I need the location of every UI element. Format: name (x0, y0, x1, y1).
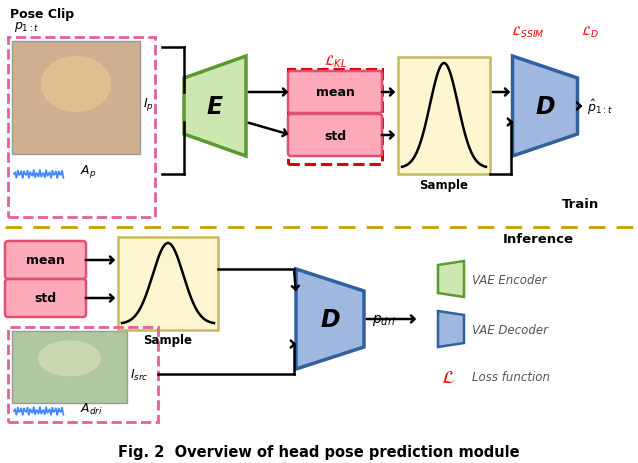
Text: $I_p$: $I_p$ (143, 95, 154, 113)
Text: $\boldsymbol{D}$: $\boldsymbol{D}$ (535, 95, 555, 119)
Text: $\hat{p}_{1:t}$: $\hat{p}_{1:t}$ (587, 97, 612, 116)
Text: VAE Encoder: VAE Encoder (472, 273, 547, 286)
Bar (12, 42, 140, 155)
FancyBboxPatch shape (5, 242, 86, 279)
Text: mean: mean (26, 254, 65, 267)
Text: std: std (324, 129, 346, 142)
Text: $\mathcal{L}$: $\mathcal{L}$ (441, 368, 455, 386)
FancyBboxPatch shape (288, 72, 382, 114)
Polygon shape (296, 269, 364, 369)
Text: $\boldsymbol{D}$: $\boldsymbol{D}$ (320, 307, 340, 332)
FancyBboxPatch shape (288, 115, 382, 156)
Text: Sample: Sample (144, 334, 193, 347)
Text: $\mathcal{L}_{D}$: $\mathcal{L}_{D}$ (581, 25, 599, 39)
Polygon shape (438, 311, 464, 347)
Ellipse shape (41, 56, 111, 113)
Polygon shape (512, 57, 577, 156)
Text: $\boldsymbol{E}$: $\boldsymbol{E}$ (206, 95, 224, 119)
Text: Sample: Sample (420, 178, 468, 191)
Text: Pose Clip: Pose Clip (10, 8, 74, 21)
Polygon shape (184, 57, 246, 156)
Text: mean: mean (316, 86, 355, 99)
Text: $\mathcal{L}_{SSIM}$: $\mathcal{L}_{SSIM}$ (511, 25, 545, 39)
Bar (398, 58, 490, 175)
Text: Loss function: Loss function (472, 371, 550, 384)
Polygon shape (438, 262, 464, 297)
Bar (118, 238, 218, 330)
Text: std: std (34, 292, 57, 305)
Text: $A_{dri}$: $A_{dri}$ (80, 400, 103, 416)
Text: $\mathcal{L}_{KL}$: $\mathcal{L}_{KL}$ (323, 54, 346, 70)
Bar (12, 332, 127, 403)
FancyBboxPatch shape (5, 279, 86, 317)
Ellipse shape (38, 341, 101, 376)
Text: VAE Decoder: VAE Decoder (472, 323, 548, 336)
Text: $\boldsymbol{p_{1:t}}$: $\boldsymbol{p_{1:t}}$ (14, 20, 40, 34)
Text: Train: Train (561, 198, 598, 211)
Text: $I_{src}$: $I_{src}$ (130, 367, 149, 382)
Text: Inference: Inference (503, 233, 574, 246)
Text: $p_{dri}$: $p_{dri}$ (372, 312, 396, 327)
Text: Fig. 2  Overview of head pose prediction module: Fig. 2 Overview of head pose prediction … (118, 444, 520, 459)
Text: $A_p$: $A_p$ (80, 163, 96, 180)
